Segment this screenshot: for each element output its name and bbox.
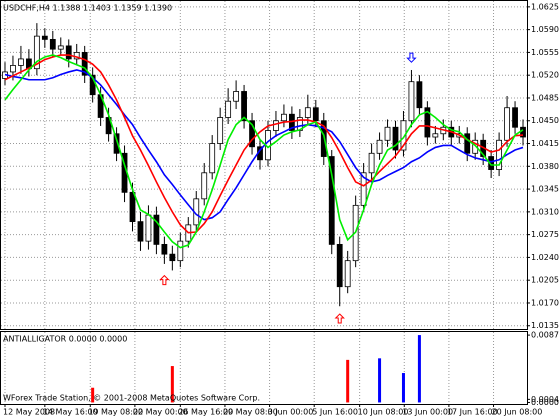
candle-body bbox=[249, 120, 255, 148]
y-tick-label: 1.0380 bbox=[531, 162, 559, 171]
signal-arrow bbox=[159, 274, 170, 286]
ma-line bbox=[4, 54, 524, 234]
x-tick-label: 14 May 16:00 bbox=[43, 408, 98, 417]
candle-body bbox=[512, 107, 518, 128]
histogram-bar bbox=[170, 366, 174, 403]
candle-body bbox=[424, 107, 431, 138]
candle-body bbox=[225, 100, 232, 118]
y-tick-label: 1.0345 bbox=[531, 185, 559, 194]
y-tick-label: 1.0275 bbox=[531, 230, 559, 239]
histogram-bar bbox=[417, 335, 421, 403]
y-tick-label: 1.0310 bbox=[531, 207, 559, 216]
y-tick-label: 0.0004 bbox=[531, 395, 559, 404]
candle-body bbox=[464, 133, 471, 154]
candle-body bbox=[209, 143, 216, 174]
y-tick-label: 1.0555 bbox=[531, 48, 559, 57]
candle-body bbox=[368, 152, 375, 174]
candle-body bbox=[312, 107, 319, 122]
footer: WForex Trade Station, © 2001-2008 MetaQu… bbox=[3, 394, 260, 403]
y-tick-label: 1.0520 bbox=[531, 71, 559, 80]
candle-body bbox=[281, 113, 287, 122]
y-tick-label: 0.0000 bbox=[531, 398, 559, 407]
candle-body bbox=[177, 240, 184, 262]
candle-body bbox=[416, 81, 423, 109]
histogram-bar bbox=[91, 387, 95, 403]
histogram-bar bbox=[401, 373, 405, 403]
x-tick-label: 13 Jun 00:00 bbox=[402, 408, 453, 417]
candle-body bbox=[496, 139, 503, 170]
candle-body bbox=[161, 243, 168, 255]
indicator-frame bbox=[0, 331, 528, 405]
y-tick-label: 1.0240 bbox=[531, 253, 559, 262]
candle-body bbox=[328, 156, 335, 245]
candle-body bbox=[18, 58, 24, 66]
candle-body bbox=[169, 253, 176, 262]
candle-body bbox=[49, 38, 56, 50]
candle-body bbox=[408, 81, 415, 122]
candle-body bbox=[201, 172, 208, 200]
y-tick-label: 1.0170 bbox=[531, 298, 559, 307]
signal-arrow bbox=[334, 313, 345, 324]
histogram-bar bbox=[346, 359, 350, 403]
candle-body bbox=[129, 191, 136, 223]
candle-body bbox=[65, 45, 72, 60]
y-tick-label: 1.0135 bbox=[531, 321, 559, 330]
candle-body bbox=[57, 45, 64, 50]
candle-body bbox=[33, 35, 40, 70]
candle-body bbox=[504, 107, 510, 141]
signal-arrow bbox=[406, 52, 417, 63]
candle-body bbox=[10, 65, 16, 73]
candle-body bbox=[344, 260, 351, 288]
y-tick-label: 1.0625 bbox=[531, 2, 559, 11]
candle-body bbox=[145, 214, 152, 242]
candle-body bbox=[41, 35, 48, 40]
candle-body bbox=[360, 172, 367, 206]
y-tick-label: 1.0485 bbox=[531, 93, 559, 102]
candle-body bbox=[304, 107, 311, 118]
x-tick-label: 26 May 16:00 bbox=[178, 408, 233, 417]
x-tick-label: 10 Jun 08:00 bbox=[358, 408, 409, 417]
candle-body bbox=[241, 91, 247, 122]
y-tick-label: 1.0205 bbox=[531, 276, 559, 285]
candle-body bbox=[392, 126, 399, 151]
candle-body bbox=[137, 221, 144, 242]
y-tick-label: 1.0590 bbox=[531, 25, 559, 34]
ma-line bbox=[4, 54, 524, 249]
candle-body bbox=[376, 139, 383, 154]
candle-body bbox=[153, 214, 160, 245]
y-tick-label: 1.0415 bbox=[531, 139, 559, 148]
candle-body bbox=[113, 133, 120, 154]
y-tick-label: 0.0087 bbox=[531, 331, 559, 340]
candle-body bbox=[217, 117, 224, 144]
candle-body bbox=[384, 126, 391, 141]
x-tick-label: 3 Jun 00:00 bbox=[268, 408, 314, 417]
x-tick-label: 22 May 00:00 bbox=[133, 408, 188, 417]
main-frame bbox=[0, 0, 528, 330]
candle-body bbox=[472, 139, 479, 154]
x-tick-label: 5 Jun 16:00 bbox=[312, 408, 358, 417]
candle-body bbox=[432, 133, 439, 138]
candle-body bbox=[336, 243, 343, 288]
histogram-bar bbox=[378, 358, 382, 403]
x-tick-label: 19 May 08:00 bbox=[88, 408, 143, 417]
x-tick-label: 20 Jun 08:00 bbox=[492, 408, 543, 417]
x-tick-label: 12 May 2008 bbox=[3, 408, 55, 417]
indicator-title: ANTIALLIGATOR 0.0000 0.0000 bbox=[3, 335, 127, 344]
y-tick-label: 1.0450 bbox=[531, 116, 559, 125]
candle-body bbox=[233, 91, 240, 102]
candle-body bbox=[81, 52, 88, 76]
candle-body bbox=[400, 120, 407, 151]
chart-title: USDCHF,H4 1.1388 1.1403 1.1359 1.1390 bbox=[3, 4, 172, 13]
x-tick-label: 29 May 08:00 bbox=[223, 408, 278, 417]
x-tick-label: 17 Jun 16:00 bbox=[447, 408, 498, 417]
candle-body bbox=[273, 120, 279, 131]
